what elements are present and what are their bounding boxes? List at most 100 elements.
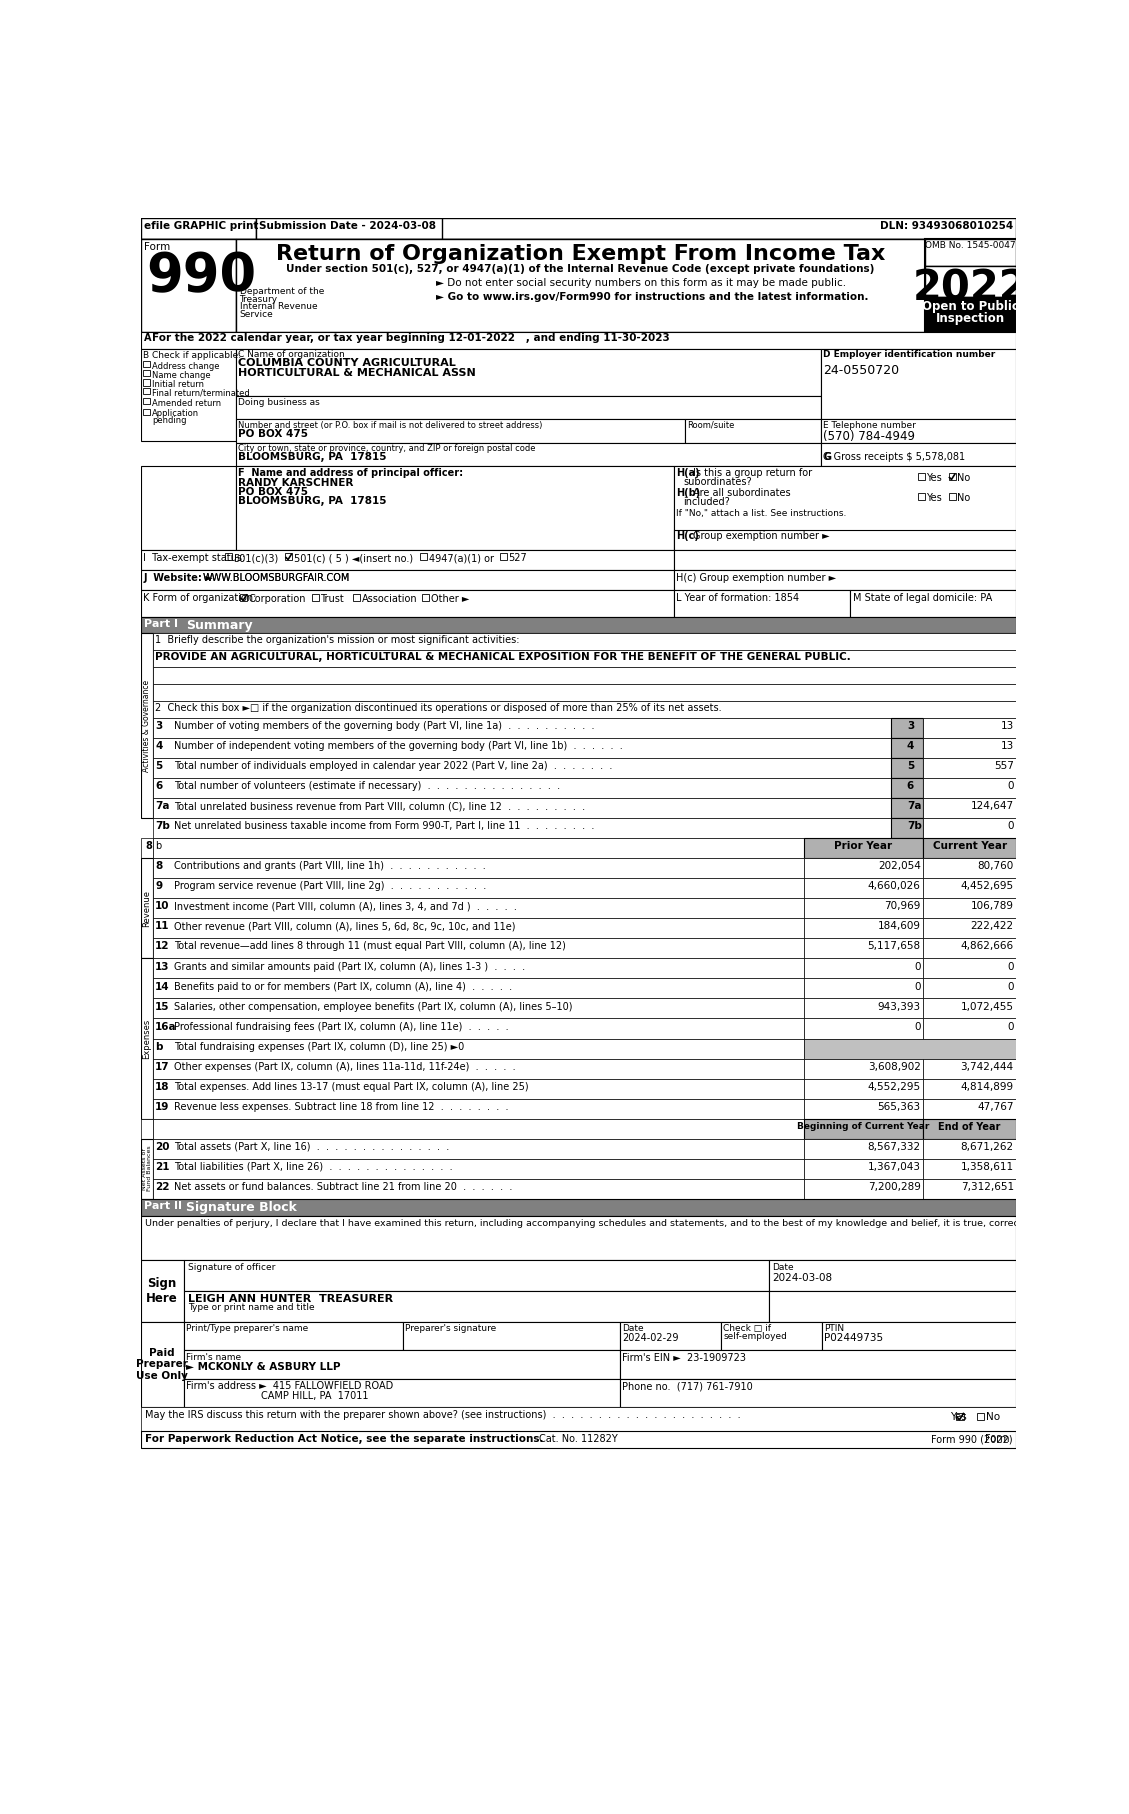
Bar [141,239,1016,332]
Text: 4,552,295: 4,552,295 [868,1081,921,1092]
Text: PTIN: PTIN [824,1324,844,1333]
Bar [821,443,1016,466]
Text: 17: 17 [155,1061,169,1072]
Bar [152,758,891,778]
Text: Amended return: Amended return [152,399,221,408]
Bar [804,838,924,858]
Text: 557: 557 [994,762,1014,771]
Text: 565,363: 565,363 [877,1101,921,1112]
Bar [152,651,1016,668]
Bar [152,1018,804,1038]
Text: Treasury: Treasury [239,294,278,303]
Bar [141,1261,184,1322]
Bar [918,473,925,481]
Text: 501(c) ( 5 ) ◄(insert no.): 501(c) ( 5 ) ◄(insert no.) [294,553,413,564]
Bar [152,798,891,818]
Bar [821,348,1016,419]
Bar [924,1059,1016,1079]
Text: Total unrelated business revenue from Part VIII, column (C), line 12  .  .  .  .: Total unrelated business revenue from Pa… [174,802,585,811]
Text: Activities & Governance: Activities & Governance [142,680,151,773]
Text: Paid
Preparer
Use Only: Paid Preparer Use Only [137,1348,189,1380]
Text: Service: Service [239,310,273,319]
Text: 4,862,666: 4,862,666 [961,941,1014,952]
Text: 18: 18 [155,1081,169,1092]
Bar [850,590,1016,617]
Bar [804,1059,924,1079]
Bar [804,1099,924,1119]
Text: Initial return: Initial return [152,381,204,390]
Text: Number of voting members of the governing body (Part VI, line 1a)  .  .  .  .  .: Number of voting members of the governin… [174,722,594,731]
Bar [926,297,1016,332]
Text: Other expenses (Part IX, column (A), lines 11a-11d, 11f-24e)  .  .  .  .  .: Other expenses (Part IX, column (A), lin… [174,1061,515,1072]
Text: 943,393: 943,393 [877,1001,921,1012]
Bar [924,718,1016,738]
Text: For the 2022 calendar year, or tax year beginning 12-01-2022   , and ending 11-3: For the 2022 calendar year, or tax year … [152,334,669,343]
Text: Address change: Address change [152,361,219,370]
Bar [891,758,924,778]
Text: Benefits paid to or for members (Part IX, column (A), line 4)  .  .  .  .  .: Benefits paid to or for members (Part IX… [174,981,511,992]
Text: If "No," attach a list. See instructions.: If "No," attach a list. See instructions… [676,508,847,517]
Text: Internal Revenue: Internal Revenue [239,303,317,312]
Text: Phone no.  (717) 761-7910: Phone no. (717) 761-7910 [622,1380,753,1391]
Text: 2024-03-08: 2024-03-08 [772,1273,832,1282]
Bar [674,466,1016,550]
Text: E Telephone number: E Telephone number [823,421,916,430]
Bar [141,590,674,617]
Text: CAMP HILL, PA  17011: CAMP HILL, PA 17011 [186,1391,368,1400]
Bar [804,1139,924,1159]
Text: B Check if applicable:: B Check if applicable: [143,350,242,359]
Bar [924,978,1016,998]
Bar [804,978,924,998]
Text: C Name of organization: C Name of organization [238,350,344,359]
Bar [236,395,821,419]
Text: H(a): H(a) [676,468,700,477]
Text: Total number of volunteers (estimate if necessary)  .  .  .  .  .  .  .  .  .  .: Total number of volunteers (estimate if … [174,782,560,791]
Bar [286,553,292,561]
Text: Corporation: Corporation [248,595,306,604]
Text: Application: Application [152,410,199,419]
Bar [152,998,804,1018]
Text: 20: 20 [155,1141,169,1152]
Bar [804,898,924,918]
Text: 7,312,651: 7,312,651 [961,1181,1014,1192]
Text: BLOOMSBURG, PA  17815: BLOOMSBURG, PA 17815 [238,452,386,463]
Bar [152,778,891,798]
Text: Firm's address ►  415 FALLOWFIELD ROAD: Firm's address ► 415 FALLOWFIELD ROAD [186,1380,393,1391]
Text: Room/suite: Room/suite [688,421,735,430]
Text: 8,671,262: 8,671,262 [961,1141,1014,1152]
Text: 990: 990 [146,250,256,301]
Bar [141,218,256,239]
Text: Date: Date [772,1263,794,1272]
Text: Total number of individuals employed in calendar year 2022 (Part V, line 2a)  . : Total number of individuals employed in … [174,762,612,771]
Text: 7a: 7a [155,802,169,811]
Bar [924,918,1016,938]
Text: Total expenses. Add lines 13-17 (must equal Part IX, column (A), line 25): Total expenses. Add lines 13-17 (must eq… [174,1081,528,1092]
Bar [620,1322,720,1350]
Text: Program service revenue (Part VIII, line 2g)  .  .  .  .  .  .  .  .  .  .  .: Program service revenue (Part VIII, line… [174,882,485,891]
Text: 0: 0 [914,981,921,992]
Text: Sign
Here: Sign Here [146,1277,178,1304]
Bar [924,1099,1016,1119]
Bar [804,1038,1016,1059]
Text: 1  Briefly describe the organization's mission or most significant activities:: 1 Briefly describe the organization's mi… [155,635,519,646]
Text: Contributions and grants (Part VIII, line 1h)  .  .  .  .  .  .  .  .  .  .  .: Contributions and grants (Part VIII, lin… [174,862,485,871]
Text: 15: 15 [155,1001,169,1012]
Text: b: b [155,842,161,851]
Bar [804,998,924,1018]
Text: 12: 12 [155,941,169,952]
Text: Investment income (Part VIII, column (A), lines 3, 4, and 7d )  .  .  .  .  .: Investment income (Part VIII, column (A)… [174,902,517,911]
Bar [184,1322,403,1350]
Text: 11: 11 [155,922,169,931]
Text: 19: 19 [155,1101,169,1112]
Text: 24-0550720: 24-0550720 [823,365,900,377]
Text: Yes: Yes [926,493,942,502]
Text: 0: 0 [1007,961,1014,972]
Text: 0: 0 [914,1021,921,1032]
Text: Expenses: Expenses [142,1018,151,1059]
Bar [141,633,152,818]
Text: H(c): H(c) [676,532,699,541]
Text: 8: 8 [145,842,152,851]
Bar [924,958,1016,978]
Bar [924,898,1016,918]
Text: 7b: 7b [155,822,170,831]
